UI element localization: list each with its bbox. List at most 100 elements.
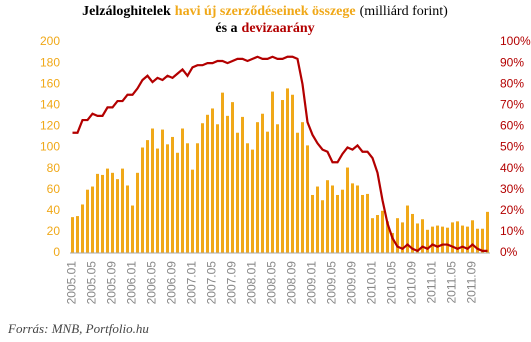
- y-tick-label: 40: [47, 203, 61, 217]
- y2-tick-label: 50%: [500, 140, 524, 154]
- bar: [456, 221, 459, 253]
- y2-tick-label: 80%: [500, 76, 524, 90]
- bar: [71, 217, 74, 253]
- x-tick-label: 2006.09: [165, 261, 179, 305]
- bar: [91, 186, 94, 253]
- bar: [201, 123, 204, 253]
- x-tick-label: 2007.01: [185, 261, 199, 305]
- x-tick-label: 2009.01: [305, 261, 319, 305]
- bar: [106, 168, 109, 253]
- bar: [326, 180, 329, 253]
- y2-tick-label: 20%: [500, 203, 524, 217]
- chart-title: Jelzáloghitelek havi új szerződéseinek ös…: [82, 4, 448, 19]
- title-part: Jelzáloghitelek: [82, 4, 171, 19]
- bar: [331, 185, 334, 253]
- bar: [111, 172, 114, 253]
- bar: [141, 147, 144, 253]
- bar: [191, 169, 194, 253]
- bar: [146, 140, 149, 253]
- y-tick-label: 160: [40, 76, 60, 90]
- bar: [181, 128, 184, 253]
- y-tick-label: 120: [40, 119, 60, 133]
- bar: [261, 113, 264, 254]
- bar: [96, 173, 99, 253]
- bar: [246, 143, 249, 253]
- bar: [296, 132, 299, 253]
- x-tick-label: 2007.09: [225, 261, 239, 305]
- bar: [271, 91, 274, 254]
- bar: [276, 124, 279, 253]
- bar: [206, 114, 209, 253]
- bar: [281, 100, 284, 254]
- x-tick-label: 2009.05: [325, 261, 339, 305]
- bar: [371, 218, 374, 253]
- bar: [376, 215, 379, 253]
- x-tick-label: 2005.09: [105, 261, 119, 305]
- x-tick-label: 2005.05: [85, 261, 99, 305]
- bar: [436, 225, 439, 253]
- bar: [406, 205, 409, 253]
- bar: [351, 183, 354, 253]
- bar: [266, 131, 269, 253]
- bar: [356, 185, 359, 253]
- line: [72, 55, 488, 253]
- bar: [426, 229, 429, 253]
- bar: [116, 179, 119, 253]
- bar: [381, 210, 384, 253]
- bar: [121, 168, 124, 253]
- bar: [446, 227, 449, 253]
- x-tick-label: 2005.01: [65, 261, 79, 305]
- bar: [451, 222, 454, 253]
- y-tick-label: 80: [47, 161, 61, 175]
- x-tick-label: 2008.05: [265, 261, 279, 305]
- x-tick-label: 2010.05: [385, 261, 399, 305]
- y2-tick-label: 0%: [500, 245, 518, 259]
- bar: [341, 189, 344, 253]
- bar: [166, 144, 169, 253]
- y-tick-label: 60: [47, 182, 61, 196]
- bar: [391, 232, 394, 253]
- bar: [431, 226, 434, 253]
- bar: [241, 116, 244, 253]
- bar: [416, 223, 419, 253]
- bar: [151, 128, 154, 253]
- bar: [336, 194, 339, 253]
- bar: [136, 172, 139, 253]
- bar: [186, 143, 189, 253]
- bar: [196, 143, 199, 253]
- bar: [161, 129, 164, 253]
- bar: [226, 115, 229, 253]
- bar: [361, 194, 364, 253]
- bar: [81, 204, 84, 253]
- bar: [171, 136, 174, 253]
- y-tick-label: 0: [53, 245, 60, 259]
- bar: [131, 205, 134, 253]
- bar: [86, 189, 89, 253]
- y-tick-label: 140: [40, 97, 60, 111]
- x-tick-label: 2010.01: [365, 261, 379, 305]
- y2-tick-label: 70%: [500, 97, 524, 111]
- bar: [386, 221, 389, 253]
- x-tick-label: 2011.01: [425, 261, 439, 304]
- bar: [101, 174, 104, 253]
- bar: [476, 228, 479, 253]
- x-tick-label: 2008.09: [285, 261, 299, 305]
- bar: [461, 225, 464, 253]
- chart-title: és a devizaarány: [215, 21, 314, 36]
- title-part: devizaarány: [242, 21, 315, 36]
- bar: [311, 194, 314, 253]
- y2-tick-label: 30%: [500, 182, 524, 196]
- bar: [396, 218, 399, 253]
- bar: [321, 200, 324, 253]
- y2-tick-label: 90%: [500, 55, 524, 69]
- bar: [301, 122, 304, 254]
- y2-tick-label: 60%: [500, 119, 524, 133]
- bar: [316, 186, 319, 253]
- x-tick-label: 2011.05: [445, 261, 459, 304]
- bar: [306, 145, 309, 253]
- x-tick-label: 2006.05: [145, 261, 159, 305]
- x-tick-label: 2006.01: [125, 261, 139, 305]
- bar: [411, 213, 414, 253]
- x-tick-label: 2009.09: [345, 261, 359, 305]
- title-part: és a: [215, 21, 237, 36]
